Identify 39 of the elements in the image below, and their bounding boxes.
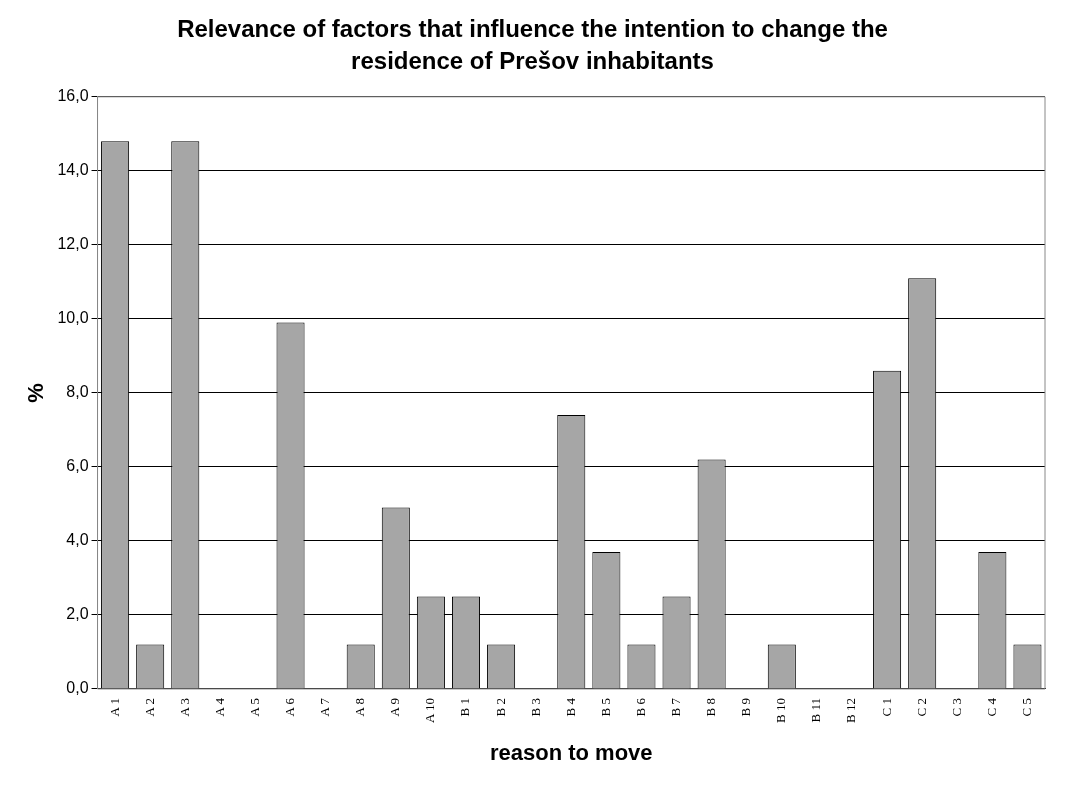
x-tick-label: B 7 (667, 697, 683, 717)
x-tick-label: A 2 (141, 697, 157, 717)
x-tick-label: B 5 (597, 697, 613, 717)
x-tick-label: C 1 (878, 697, 894, 717)
x-tick-label: A 1 (106, 697, 122, 717)
x-tick-label: B 8 (703, 697, 719, 717)
x-tick-label: B 2 (492, 697, 508, 717)
x-tick-label: C 5 (1018, 697, 1034, 717)
x-tick-label: B 1 (457, 697, 473, 717)
x-tick-label: A 5 (246, 697, 262, 717)
x-axis-title: reason to move (489, 739, 653, 765)
x-tick-label: A 10 (422, 697, 438, 723)
x-tick-label: B 6 (632, 697, 648, 717)
y-tick-label: 14,0 (57, 161, 89, 179)
x-tick-label: C 2 (913, 697, 929, 717)
x-tick-label: A 3 (176, 697, 192, 717)
x-tick-label: B 11 (808, 697, 824, 723)
y-tick-label: 0,0 (66, 679, 89, 697)
x-tick-label: A 4 (211, 697, 227, 717)
x-tick-label: C 4 (983, 697, 999, 717)
x-tick-label: C 3 (948, 697, 964, 717)
y-tick-label: 2,0 (66, 605, 89, 623)
x-tick-label: A 8 (352, 697, 368, 717)
y-axis-title: % (23, 383, 49, 403)
x-tick-label: B 4 (562, 697, 578, 717)
y-tick-label: 8,0 (66, 383, 89, 401)
y-tick-label: 12,0 (57, 235, 89, 253)
chart-title: Relevance of factors that influence the intention to change the residence of Prešov inhabitants (177, 14, 888, 75)
y-tick-label: 10,0 (57, 309, 89, 327)
x-tick-label: B 12 (843, 697, 859, 723)
x-tick-label: B 10 (773, 697, 789, 723)
x-tick-label: B 3 (527, 697, 543, 717)
x-tick-label: A 9 (387, 697, 403, 717)
y-tick-label: 4,0 (66, 531, 89, 549)
y-tick-label: 6,0 (66, 457, 89, 475)
x-tick-label: B 9 (738, 697, 754, 717)
x-tick-label: A 6 (281, 697, 297, 717)
x-tick-label: A 7 (317, 697, 333, 717)
y-tick-label: 16,0 (57, 87, 89, 105)
